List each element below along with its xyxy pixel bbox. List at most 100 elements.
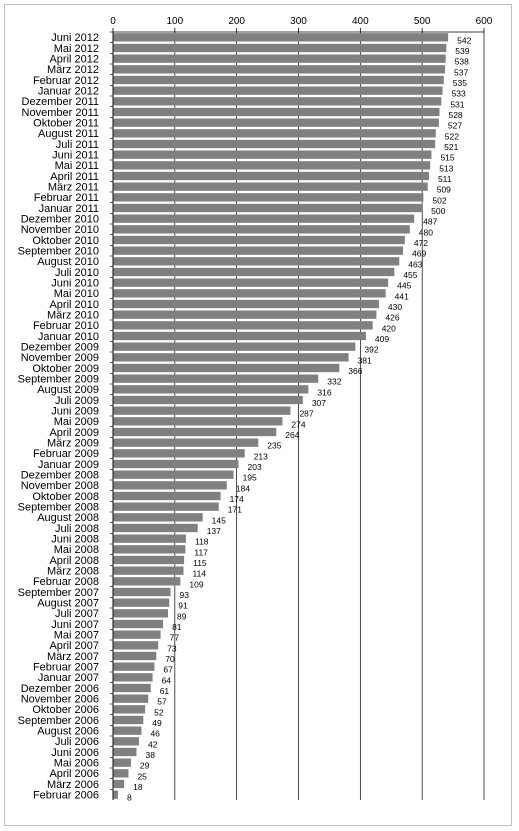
x-tick-label: 300 (290, 16, 307, 27)
category-label: Januar 2009 (38, 459, 99, 471)
bar (113, 246, 403, 255)
data-label: 542 (457, 35, 471, 45)
data-label: 500 (431, 206, 445, 216)
data-label: 93 (180, 590, 190, 600)
bar (113, 651, 157, 661)
bar (113, 65, 446, 74)
bar (113, 619, 164, 629)
category-label: März 2007 (47, 651, 99, 663)
bar (113, 171, 429, 181)
data-label: 426 (385, 313, 399, 323)
bar (113, 193, 424, 202)
bar (113, 769, 129, 778)
category-label: Februar 2006 (33, 789, 99, 801)
data-label: 109 (189, 579, 203, 589)
category-label: Dezember 2010 (21, 213, 99, 225)
category-label: Juni 2011 (52, 149, 99, 161)
data-label: 409 (375, 334, 389, 344)
data-label: 77 (170, 633, 180, 643)
category-label: Januar 2011 (39, 203, 99, 215)
bar (113, 353, 349, 362)
bar (113, 54, 446, 63)
data-label: 420 (382, 323, 396, 333)
data-label: 91 (178, 601, 188, 611)
data-label: 366 (348, 366, 362, 376)
bar (113, 598, 170, 607)
bar (113, 662, 155, 671)
data-label: 538 (455, 57, 469, 67)
data-label: 49 (152, 718, 162, 728)
axes (110, 28, 485, 800)
data-label: 61 (160, 686, 170, 696)
bar (113, 705, 146, 714)
bar (113, 449, 245, 458)
data-label: 316 (317, 387, 331, 397)
category-label: Juli 2010 (55, 267, 99, 279)
category-label: August 2011 (38, 128, 99, 140)
data-label: 235 (267, 441, 281, 451)
category-label: Februar 2011 (34, 192, 99, 204)
bar (113, 481, 227, 490)
category-label: November 2008 (21, 480, 99, 492)
bar (113, 641, 159, 650)
data-label: 171 (228, 505, 242, 515)
bar (113, 609, 169, 618)
category-label: März 2006 (47, 779, 99, 791)
bar (113, 673, 153, 682)
data-label: 67 (163, 665, 173, 675)
bar (113, 342, 356, 351)
bar (113, 737, 139, 746)
bar (113, 726, 142, 735)
data-label: 527 (448, 121, 462, 131)
category-label: April 2009 (49, 427, 99, 439)
data-label: 115 (193, 558, 207, 568)
data-label: 445 (397, 281, 411, 291)
category-label: Mai 2009 (54, 416, 99, 428)
bar (113, 257, 400, 266)
data-label: 381 (358, 355, 372, 365)
category-label: September 2006 (18, 715, 99, 727)
bar (113, 129, 436, 138)
category-label: Juli 2011 (56, 139, 99, 151)
bar (113, 225, 410, 234)
category-label: Dezember 2009 (21, 341, 99, 353)
data-label: 264 (285, 430, 299, 440)
category-label: Dezember 2008 (21, 469, 99, 481)
data-label: 274 (291, 419, 305, 429)
bar (113, 758, 131, 767)
bar (113, 683, 151, 693)
data-label: 117 (194, 547, 208, 557)
bar (113, 545, 186, 554)
data-label: 511 (438, 174, 452, 184)
data-label: 195 (243, 473, 257, 483)
bar (113, 587, 171, 597)
data-label: 441 (395, 291, 409, 301)
data-label: 513 (439, 163, 453, 173)
category-label: März 2011 (48, 181, 99, 193)
data-label: 81 (172, 622, 182, 632)
category-label: Juni 2012 (51, 32, 99, 44)
data-label: 332 (327, 377, 341, 387)
data-label: 392 (364, 345, 378, 355)
data-label: 487 (423, 217, 437, 227)
data-label: 455 (403, 270, 417, 280)
bar (113, 491, 221, 501)
data-label: 528 (448, 110, 462, 120)
data-label: 46 (150, 729, 160, 739)
data-label: 307 (312, 398, 326, 408)
category-label: März 2008 (47, 565, 99, 577)
category-label: Mai 2011 (55, 160, 99, 172)
data-label: 480 (419, 227, 433, 237)
bar (113, 715, 144, 725)
category-label: Mai 2007 (54, 629, 99, 641)
x-tick-labels: 0 100 200 300 400 500 600 (110, 16, 493, 27)
bar (113, 523, 198, 533)
category-label: Januar 2012 (38, 85, 99, 97)
category-label: Juli 2006 (55, 736, 99, 748)
category-label: März 2010 (47, 309, 99, 321)
category-label: August 2006 (37, 725, 99, 737)
bar (113, 107, 440, 117)
category-label: Februar 2008 (33, 576, 99, 588)
